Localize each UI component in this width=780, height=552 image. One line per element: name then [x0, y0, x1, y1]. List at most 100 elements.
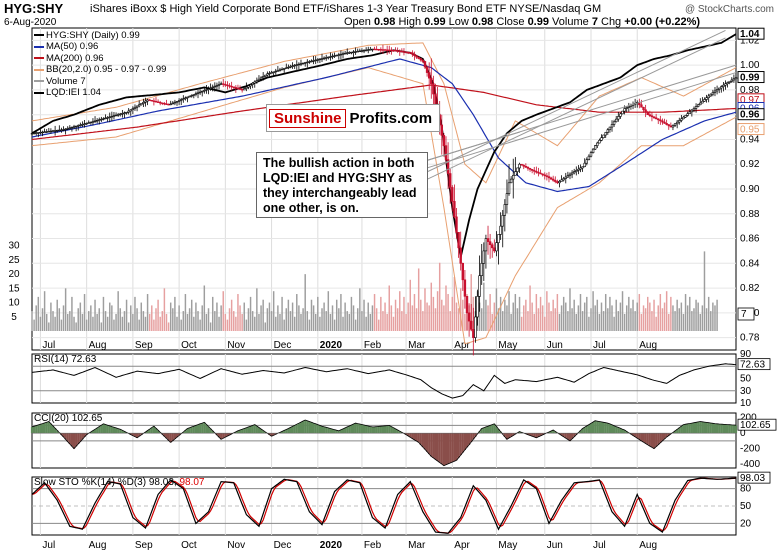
x-tick-label: 2020 — [320, 540, 343, 551]
volume-bar — [407, 302, 409, 331]
legend-label: MA(50) 0.96 — [46, 41, 99, 53]
price-candle-body — [32, 132, 36, 135]
volume-bar — [254, 316, 256, 331]
volume-bar — [707, 296, 710, 331]
price-candle-body — [341, 53, 345, 55]
price-candle-body — [579, 167, 582, 170]
volume-bar — [193, 316, 195, 331]
price-candle-body — [266, 73, 269, 76]
volume-bar — [386, 313, 388, 331]
volume-bar — [699, 313, 702, 331]
volume-bar — [642, 305, 645, 331]
price-candle-body — [591, 148, 595, 153]
price-candle-body — [177, 100, 181, 102]
chg-value: +0.00 (+0.22%) — [624, 16, 701, 28]
price-candle-body — [362, 49, 366, 52]
x-tick-label: Mar — [408, 540, 426, 551]
price-candle-body — [385, 49, 389, 51]
price-candle-body — [43, 131, 46, 133]
volume-bar — [592, 291, 594, 331]
volume-bar — [342, 316, 344, 331]
price-candle-body — [339, 53, 343, 56]
x-tick-label: Feb — [364, 340, 382, 351]
volume-bar — [64, 288, 67, 331]
volume-bar — [56, 299, 58, 331]
price-tag-box — [737, 108, 765, 121]
price-candle-body — [209, 87, 212, 89]
price-candle-body — [551, 178, 555, 181]
volume-bar — [510, 313, 512, 331]
volume-bar — [346, 311, 348, 331]
volume-bar — [188, 308, 191, 331]
legend-swatch — [34, 45, 44, 48]
x-tick-label: Oct — [181, 540, 197, 551]
legend-item-lqd: LQD:IEI 1.04 — [34, 87, 166, 98]
price-candle-body — [612, 121, 616, 125]
legend-swatch — [34, 57, 44, 60]
price-candle-body — [606, 129, 610, 133]
price-candle-body — [306, 61, 309, 64]
sto-tag-text: 98.03 — [740, 473, 765, 484]
volume-bar — [228, 308, 231, 331]
price-candle-body — [93, 120, 97, 122]
volume-bar — [464, 313, 466, 331]
price-candle-body — [140, 103, 143, 106]
price-candle-body — [196, 92, 200, 94]
volume-value: 7 — [591, 16, 598, 28]
volume-bar — [485, 299, 487, 331]
volume-bar — [531, 302, 533, 331]
volume-bar — [153, 319, 155, 331]
volume-bar — [401, 311, 403, 331]
volume-bar — [66, 313, 69, 331]
volume-bar — [176, 316, 178, 331]
price-candle-body — [56, 129, 59, 132]
price-candle-body — [87, 122, 90, 124]
price-candle-body — [331, 55, 334, 58]
volume-bar — [306, 311, 309, 331]
logo-part-2: Profits.com — [349, 109, 433, 127]
price-candle-body — [81, 124, 84, 126]
volume-bar — [371, 305, 374, 331]
price-candle-body — [705, 97, 708, 100]
price-candle-body — [701, 100, 704, 104]
price-candle-body — [163, 102, 166, 105]
volume-bar — [115, 313, 117, 331]
volume-bar — [382, 311, 384, 331]
volume-bar — [600, 302, 603, 331]
volume-bar — [623, 313, 626, 331]
volume-bar — [512, 302, 514, 331]
price-tag-box — [737, 123, 765, 136]
price-candle-body — [297, 63, 301, 66]
price-candle-body — [148, 99, 151, 101]
price-candle-body — [463, 279, 467, 297]
volume-bar — [283, 319, 285, 331]
volume-bar — [285, 308, 288, 331]
price-candle-body — [154, 101, 158, 103]
symbol-description: iShares iBoxx $ High Yield Corporate Bon… — [90, 3, 602, 15]
volume-bar — [268, 302, 271, 331]
price-candle-body — [417, 56, 420, 59]
price-candle-body — [137, 104, 141, 107]
volume-bar — [657, 305, 659, 331]
legend-item-ma200: MA(200) 0.96 — [34, 53, 166, 64]
volume-bar — [655, 316, 657, 331]
volume-bar — [344, 302, 346, 331]
volume-bar — [102, 296, 105, 331]
volume-bar — [230, 299, 233, 331]
volume-bar — [672, 305, 674, 331]
price-candle-body — [327, 56, 330, 59]
rsi-tick-label: 50 — [740, 374, 752, 385]
price-candle-body — [472, 329, 475, 338]
volume-bar — [363, 299, 365, 331]
volume-bar — [548, 302, 550, 331]
price-candle-body — [335, 54, 338, 57]
volume-bar — [558, 313, 561, 331]
price-candle-body — [566, 175, 570, 178]
volume-bar — [121, 316, 124, 331]
price-candle-body — [451, 187, 454, 202]
volume-bar — [487, 305, 489, 331]
volume-bar — [380, 296, 382, 331]
volume-bar — [50, 302, 52, 331]
price-tick-label: 0.88 — [740, 209, 760, 220]
